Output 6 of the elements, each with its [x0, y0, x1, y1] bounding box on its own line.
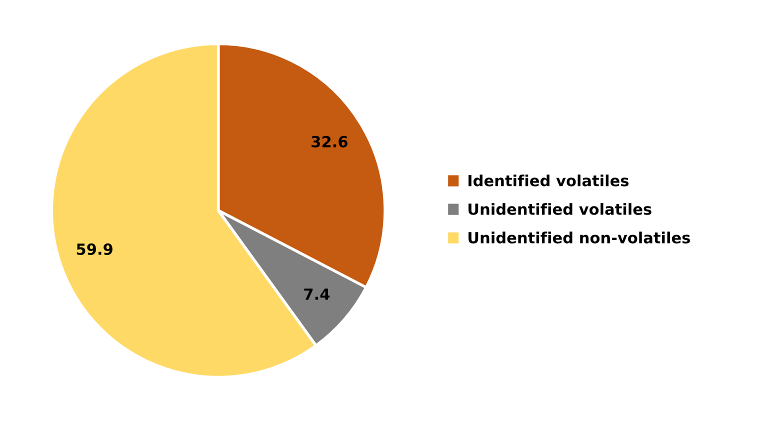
- data-label: 7.4: [304, 288, 330, 300]
- legend-label: Unidentified volatiles: [468, 203, 652, 215]
- data-label: 59.9: [76, 243, 112, 255]
- legend-label: Unidentified non-volatiles: [468, 232, 690, 244]
- legend-label: Identified volatiles: [468, 174, 629, 186]
- data-label: 32.6: [312, 136, 348, 148]
